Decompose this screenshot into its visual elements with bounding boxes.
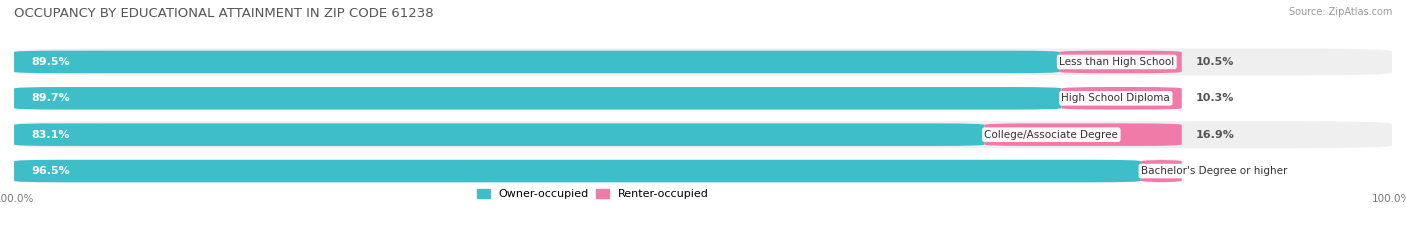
- Text: 3.5%: 3.5%: [1195, 166, 1226, 176]
- Text: OCCUPANCY BY EDUCATIONAL ATTAINMENT IN ZIP CODE 61238: OCCUPANCY BY EDUCATIONAL ATTAINMENT IN Z…: [14, 7, 433, 20]
- FancyBboxPatch shape: [14, 51, 1059, 73]
- FancyBboxPatch shape: [14, 160, 1140, 182]
- FancyBboxPatch shape: [14, 85, 1392, 112]
- Text: College/Associate Degree: College/Associate Degree: [984, 130, 1118, 140]
- Text: 10.5%: 10.5%: [1195, 57, 1234, 67]
- FancyBboxPatch shape: [14, 123, 984, 146]
- Text: High School Diploma: High School Diploma: [1062, 93, 1170, 103]
- FancyBboxPatch shape: [1059, 51, 1182, 73]
- Text: 96.5%: 96.5%: [31, 166, 70, 176]
- FancyBboxPatch shape: [14, 158, 1392, 185]
- FancyBboxPatch shape: [984, 123, 1182, 146]
- FancyBboxPatch shape: [14, 87, 1062, 110]
- FancyBboxPatch shape: [14, 121, 1392, 148]
- Text: 10.3%: 10.3%: [1195, 93, 1234, 103]
- FancyBboxPatch shape: [1135, 160, 1188, 182]
- Legend: Owner-occupied, Renter-occupied: Owner-occupied, Renter-occupied: [472, 184, 713, 203]
- FancyBboxPatch shape: [1062, 87, 1182, 110]
- Text: 16.9%: 16.9%: [1195, 130, 1234, 140]
- Text: 89.7%: 89.7%: [31, 93, 70, 103]
- Text: Bachelor's Degree or higher: Bachelor's Degree or higher: [1140, 166, 1288, 176]
- FancyBboxPatch shape: [14, 48, 1392, 75]
- Text: 89.5%: 89.5%: [31, 57, 70, 67]
- Text: Less than High School: Less than High School: [1059, 57, 1174, 67]
- Text: Source: ZipAtlas.com: Source: ZipAtlas.com: [1288, 7, 1392, 17]
- Text: 83.1%: 83.1%: [31, 130, 70, 140]
